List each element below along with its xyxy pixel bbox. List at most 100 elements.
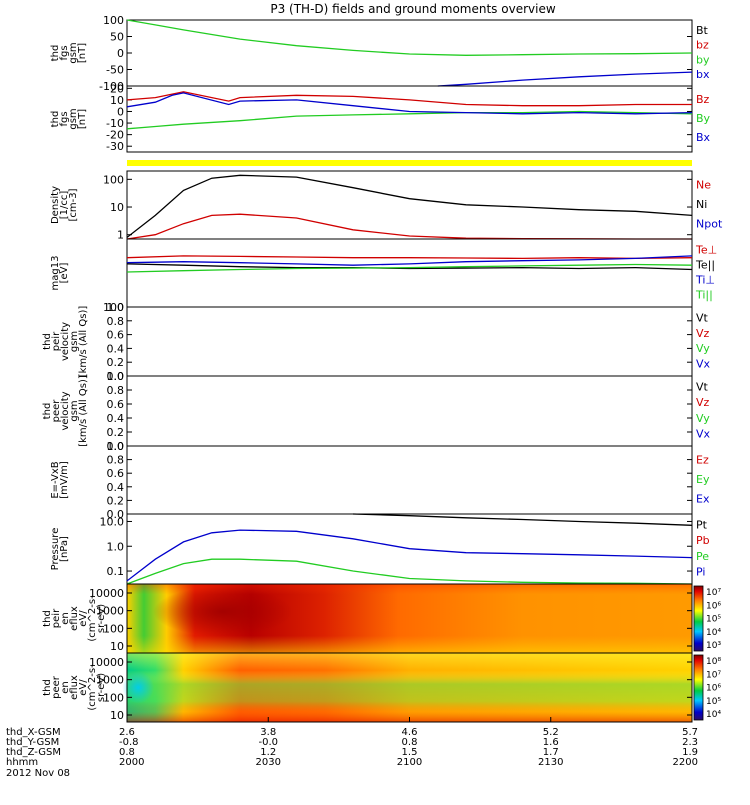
colorbar-tick-label: 10³: [706, 641, 721, 651]
y-tick-label: 0.4: [107, 412, 125, 425]
x-axis-row-label: thd_X-GSM: [6, 727, 61, 738]
series-line-bx: [126, 92, 693, 115]
legend-entry: Pb: [696, 534, 710, 547]
y-tick-label: -20: [106, 129, 124, 142]
legend-entry: Pt: [696, 519, 708, 532]
y-axis-label: eflux: [69, 606, 80, 631]
panel-frame: [126, 445, 693, 515]
legend-entry: Npot: [696, 217, 723, 230]
legend-entry: Vy: [696, 412, 710, 425]
y-axis-label: [eV]: [59, 263, 70, 284]
spectrogram-energy-shading: [127, 653, 692, 722]
panel-frame: [126, 375, 693, 447]
y-axis-label: [cm-3]: [68, 188, 79, 221]
panel-frame: [126, 306, 693, 377]
y-axis-label: [km/s (All Qs)]: [78, 375, 89, 447]
legend-entry: bx: [696, 68, 710, 81]
y-tick-label: 10: [110, 640, 124, 653]
legend-entry: bz: [696, 39, 709, 52]
quality-flag-bar: [127, 160, 692, 166]
series-line-ne: [126, 213, 692, 240]
series-line-ni: [126, 174, 693, 238]
panel-pressure: 10.0 1.0 0.1 Pressure[nPa] Pt Pb Pe Pi: [50, 513, 710, 585]
y-tick-label: 0.8: [107, 315, 125, 328]
legend-entry: Pe: [696, 550, 709, 563]
series-line-te: [126, 255, 693, 260]
y-tick-label: 100: [103, 622, 124, 635]
y-tick-label: 1.0: [107, 370, 125, 383]
y-axis-label: [1/cc]: [59, 191, 70, 220]
x-axis-value: 2100: [397, 757, 422, 768]
legend-entry: Bx: [696, 131, 711, 144]
y-tick-label: 10000: [89, 587, 124, 600]
panel-peer_velocity: 1.00.80.60.40.20.0thdpeervelocitygsm[km/…: [42, 370, 711, 453]
y-tick-label: 50: [110, 31, 124, 44]
y-axis-label: thd: [50, 111, 61, 128]
y-axis-label: gsm: [69, 331, 80, 352]
y-axis-label: gsm: [68, 108, 79, 129]
y-axis-label: velocity: [60, 391, 71, 430]
legend-entry: by: [696, 53, 710, 66]
panel-density: 100 10 1 Density[1/cc][cm-3] Ne Ni Npot: [50, 170, 723, 242]
y-axis-label: peir: [51, 331, 62, 351]
x-axis-value: 2200: [673, 757, 698, 768]
y-tick-label: 1000: [96, 605, 124, 618]
legend-entry: Te||: [695, 258, 715, 271]
y-tick-label: 100: [103, 173, 124, 186]
legend-entry: By: [696, 112, 711, 125]
y-axis-label: [km/s (All Qs)]: [78, 306, 89, 378]
panel-frame: [126, 170, 693, 240]
colorbar-tick-label: 10⁶: [706, 601, 721, 611]
colorbar-scale: [693, 585, 704, 652]
series-line-bz: [126, 91, 692, 107]
y-tick-label: 10000: [89, 656, 124, 669]
panels-group: 100500-50-100thdfgsgsm[nT]Btbzbybx20100-…: [42, 14, 723, 723]
y-tick-label: 0.2: [107, 356, 125, 369]
y-tick-label: 1000: [96, 674, 124, 687]
colorbar-scale: [693, 654, 704, 721]
colorbar-tick-label: 10⁷: [706, 588, 721, 598]
series-line-by: [126, 19, 693, 56]
y-axis-label: peir: [51, 608, 62, 628]
y-tick-label: 100: [103, 691, 124, 704]
y-axis-label: thd: [42, 679, 53, 696]
y-tick-label: 1.0: [107, 540, 125, 553]
y-tick-label: 10: [110, 709, 124, 722]
x-axis-value: 2130: [538, 757, 563, 768]
y-axis-label: thd: [42, 610, 53, 627]
colorbar-tick-label: 10⁵: [706, 615, 721, 625]
x-axis-value: 0.8: [402, 737, 418, 748]
y-tick-label: 20: [110, 82, 124, 95]
y-tick-label: -100: [99, 80, 124, 93]
legend-entry: Ne: [696, 179, 711, 192]
y-tick-label: 0.0: [107, 440, 125, 453]
y-axis-label: en: [60, 681, 71, 694]
y-tick-label: 10: [110, 201, 124, 214]
x-axis-value: -0.8: [119, 737, 139, 748]
date-label: 2012 Nov 08: [6, 768, 70, 779]
series-line-pe: [126, 558, 693, 585]
series-line-ti: [126, 255, 693, 266]
y-axis-label: sr-eV): [96, 604, 107, 633]
series-line-pt: [352, 513, 693, 526]
y-tick-label: 0.4: [107, 342, 125, 355]
x-axis-value: 0.8: [119, 747, 135, 758]
y-tick-label: 0: [117, 47, 124, 60]
y-axis-label: gsm: [69, 400, 80, 421]
colorbar-tick-label: 10⁴: [706, 710, 721, 720]
y-tick-label: 100: [103, 301, 124, 314]
x-axis-value: 1.7: [543, 747, 559, 758]
series-line-by: [126, 110, 693, 130]
legend-entry: Ey: [696, 473, 710, 486]
y-axis-label: Density: [50, 186, 61, 224]
legend-entry: Bt: [696, 24, 709, 37]
x-axis-value: 2.3: [682, 737, 698, 748]
legend-entry: Vt: [696, 312, 709, 325]
legend-entry: Vx: [696, 358, 711, 371]
y-tick-label: 0.6: [107, 398, 125, 411]
y-axis-label: peer: [51, 399, 62, 423]
x-axis-value: 2030: [256, 757, 281, 768]
panel-peir_en_eflux: 10⁷ 10⁶ 10⁵ 10⁴ 10³ 10000 1000 100 10 thdpeirenef…: [42, 583, 721, 654]
